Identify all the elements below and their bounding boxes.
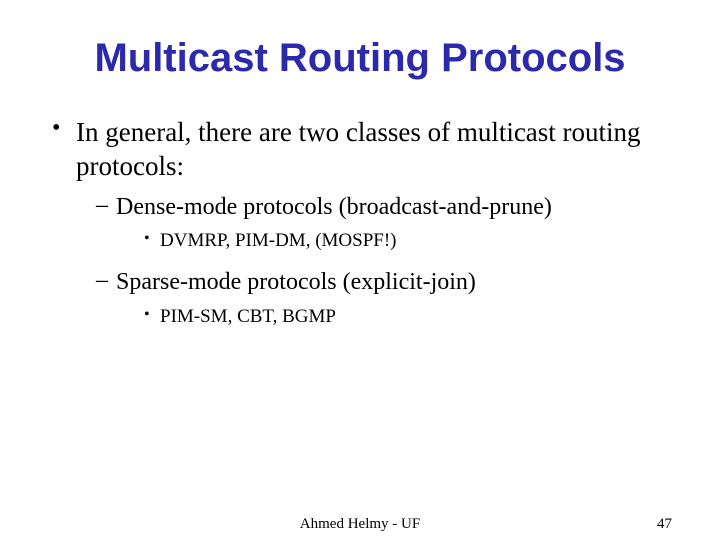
bullet-list-level3: PIM-SM, CBT, BGMP — [142, 305, 672, 330]
list-item-text: In general, there are two classes of mul… — [76, 117, 641, 181]
list-item: DVMRP, PIM-DM, (MOSPF!) — [142, 229, 672, 254]
bullet-list-level1: In general, there are two classes of mul… — [48, 116, 672, 329]
page-number: 47 — [657, 516, 672, 533]
list-item-text: DVMRP, PIM-DM, (MOSPF!) — [160, 230, 397, 251]
bullet-list-level2: Dense-mode protocols (broadcast-and-prun… — [94, 192, 672, 330]
bullet-list-level3: DVMRP, PIM-DM, (MOSPF!) — [142, 229, 672, 254]
footer-author: Ahmed Helmy - UF — [300, 516, 420, 533]
slide-body: In general, there are two classes of mul… — [48, 116, 672, 329]
list-item: Sparse-mode protocols (explicit-join) PI… — [94, 267, 672, 329]
list-item: PIM-SM, CBT, BGMP — [142, 305, 672, 330]
list-item-text: Dense-mode protocols (broadcast-and-prun… — [116, 194, 552, 220]
list-item-text: Sparse-mode protocols (explicit-join) — [116, 269, 476, 295]
list-item-text: PIM-SM, CBT, BGMP — [160, 306, 336, 327]
slide: Multicast Routing Protocols In general, … — [0, 0, 720, 540]
slide-title: Multicast Routing Protocols — [48, 36, 672, 80]
list-item: In general, there are two classes of mul… — [48, 116, 672, 329]
list-item: Dense-mode protocols (broadcast-and-prun… — [94, 192, 672, 254]
